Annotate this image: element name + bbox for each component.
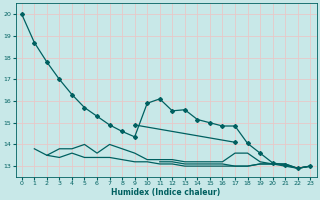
X-axis label: Humidex (Indice chaleur): Humidex (Indice chaleur) <box>111 188 221 197</box>
